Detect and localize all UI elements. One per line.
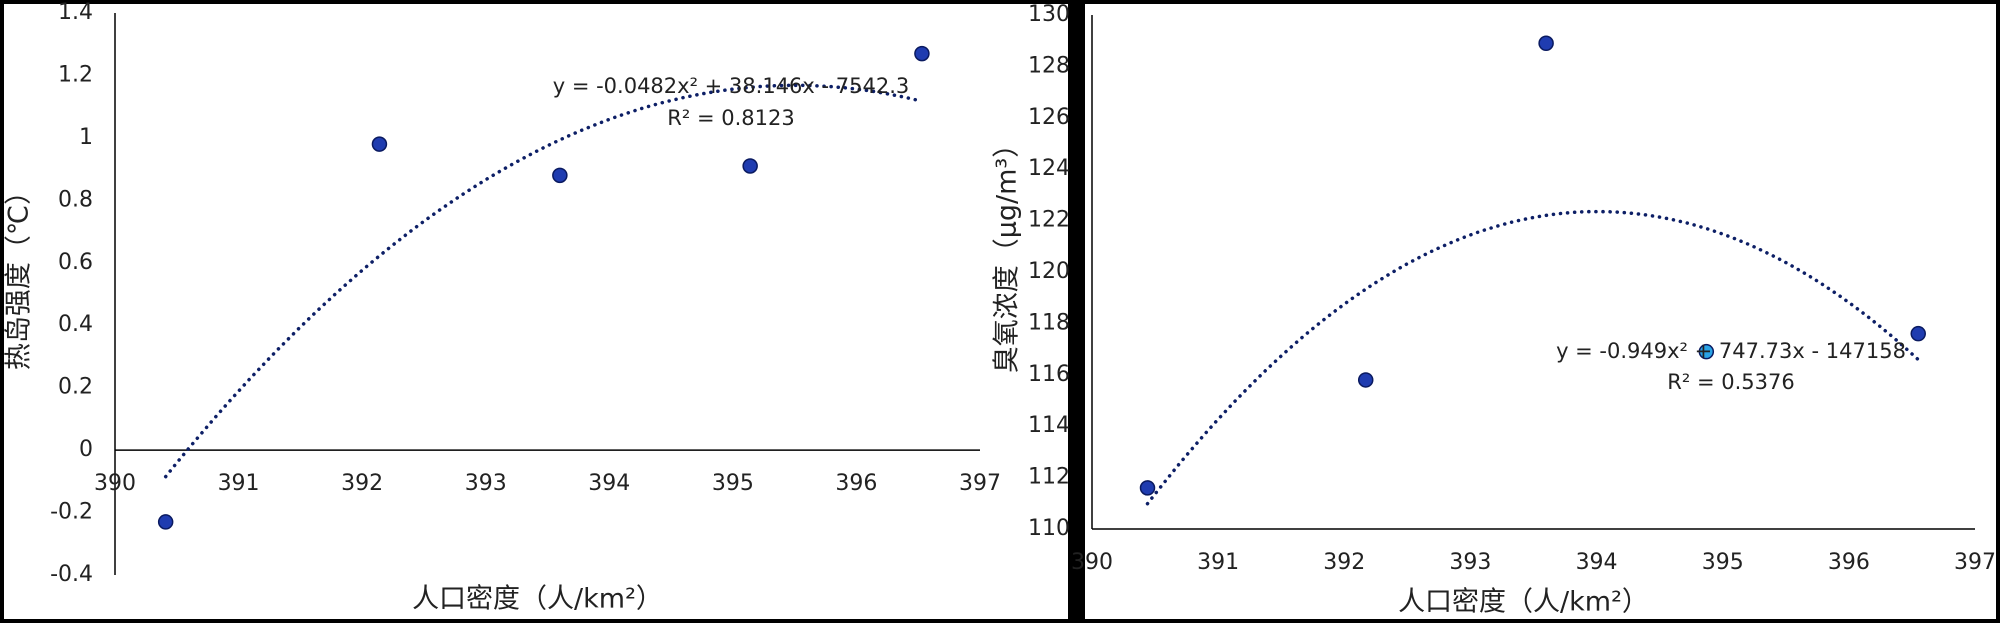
annotation: R² = 0.8123 bbox=[667, 106, 794, 130]
x-tick-label: 390 bbox=[1071, 550, 1113, 575]
y-tick-label: 110 bbox=[1028, 516, 1070, 541]
point bbox=[742, 158, 758, 174]
x-tick-label: 394 bbox=[588, 471, 630, 496]
x-tick-label: 391 bbox=[1197, 550, 1239, 575]
point bbox=[552, 167, 568, 184]
y-tick-label: 124 bbox=[1028, 156, 1070, 181]
annotation: R² = 0.5376 bbox=[1667, 370, 1794, 394]
annotation: y = -0.0482x² + 38.146x - 7542.3 bbox=[553, 74, 910, 98]
y-tick-label: 0.6 bbox=[58, 250, 93, 275]
x-tick-label: 392 bbox=[341, 471, 383, 496]
point bbox=[1910, 325, 1926, 342]
y-tick-label: 120 bbox=[1028, 259, 1070, 284]
point bbox=[1698, 343, 1715, 360]
y-tick-label: 0.8 bbox=[58, 187, 93, 212]
y-tick-label: 0.2 bbox=[58, 375, 93, 400]
y-tick-label: 112 bbox=[1028, 465, 1070, 490]
panel bbox=[4, 4, 1068, 619]
point bbox=[1139, 480, 1156, 496]
y-tick-label: 1 bbox=[79, 125, 93, 150]
y-tick-label: -0.2 bbox=[50, 500, 93, 525]
y-tick-label: 114 bbox=[1028, 413, 1070, 438]
y-tick-label: 0 bbox=[79, 437, 93, 462]
panel bbox=[1085, 4, 1996, 619]
y-tick-label: -0.4 bbox=[50, 562, 93, 587]
y-tick-label: 130 bbox=[1028, 2, 1070, 27]
y-tick-label: 0.4 bbox=[58, 312, 93, 337]
x-tick-label: 394 bbox=[1576, 550, 1618, 575]
x-tick-label: 391 bbox=[218, 471, 260, 496]
y-tick-label: 128 bbox=[1028, 53, 1070, 78]
y-tick-label: 122 bbox=[1028, 208, 1070, 233]
point bbox=[157, 514, 174, 530]
y-tick-label: 116 bbox=[1028, 362, 1070, 387]
trendline bbox=[1145, 209, 1920, 506]
point bbox=[914, 45, 930, 62]
point bbox=[1538, 35, 1554, 52]
x-tick-label: 393 bbox=[465, 471, 507, 496]
y-tick-label: 126 bbox=[1028, 105, 1070, 130]
y-tick-label: 1.2 bbox=[58, 62, 93, 87]
x-axis-title: 人口密度（人/km²） bbox=[412, 584, 663, 615]
trendline bbox=[163, 83, 924, 479]
x-tick-label: 395 bbox=[1702, 550, 1744, 575]
annotation: y = -0.949x² + 747.73x - 147158 bbox=[1556, 339, 1906, 363]
x-tick-label: 397 bbox=[1954, 550, 1996, 575]
x-tick-label: 393 bbox=[1449, 550, 1491, 575]
x-tick-label: 392 bbox=[1323, 550, 1365, 575]
x-tick-label: 396 bbox=[1828, 550, 1870, 575]
x-tick-label: 390 bbox=[94, 471, 136, 496]
x-tick-label: 396 bbox=[835, 471, 877, 496]
y-tick-label: 1.4 bbox=[58, 0, 93, 25]
y-tick-label: 118 bbox=[1028, 310, 1070, 335]
y-axis-title: 臭氧浓度（μg/m³） bbox=[992, 131, 1023, 374]
point bbox=[371, 136, 388, 152]
x-tick-label: 395 bbox=[712, 471, 754, 496]
y-axis-title: 热岛强度（℃） bbox=[4, 178, 35, 370]
x-axis-title: 人口密度（人/km²） bbox=[1398, 587, 1649, 618]
point bbox=[1357, 372, 1374, 388]
x-tick-label: 397 bbox=[959, 471, 1001, 496]
